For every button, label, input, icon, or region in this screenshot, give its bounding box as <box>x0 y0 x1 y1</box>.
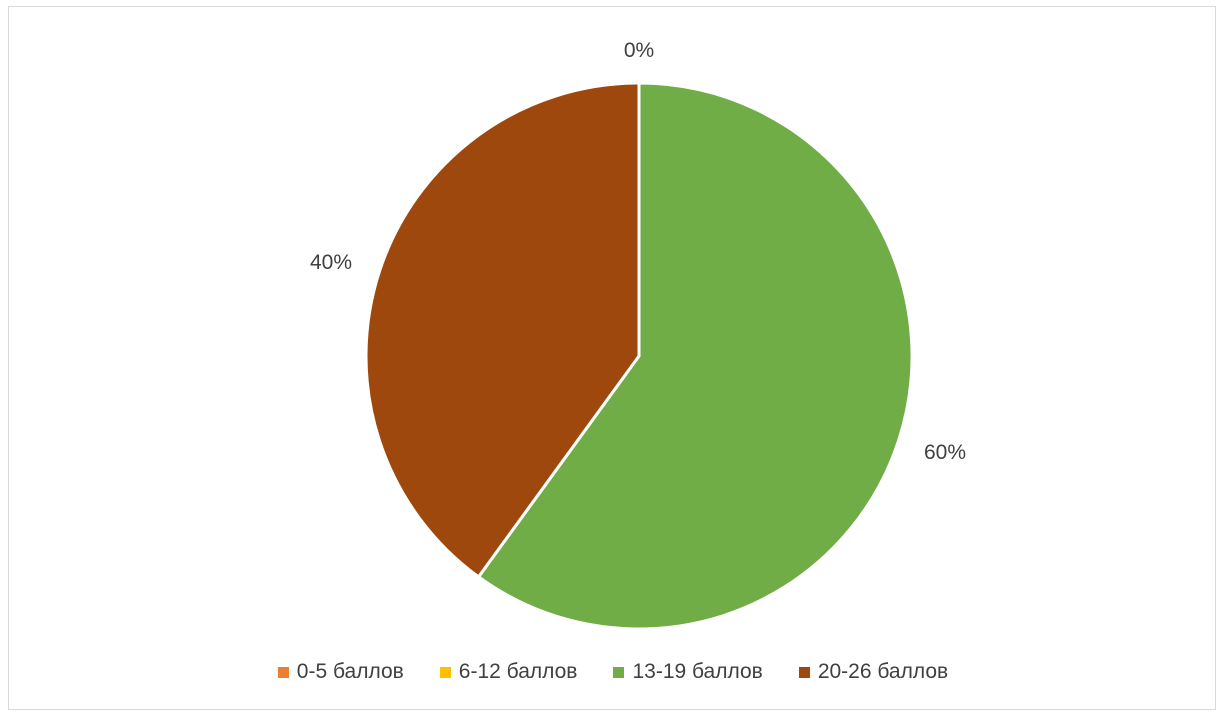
legend-item-6-12: 6-12 баллов <box>439 660 578 684</box>
legend: 0-5 баллов 6-12 баллов 13-19 баллов 20-2… <box>9 660 1217 684</box>
legend-swatch-13-19 <box>613 666 625 678</box>
data-label-20-26: 40% <box>310 251 352 274</box>
legend-label-13-19: 13-19 баллов <box>632 660 763 683</box>
pie-slice-13-19 <box>476 81 914 631</box>
legend-item-13-19: 13-19 баллов <box>613 660 763 684</box>
legend-label-20-26: 20-26 баллов <box>817 660 949 683</box>
data-label-13-19: 60% <box>924 441 966 464</box>
chart-area: 0% 60% 40% 0-5 баллов 6-12 баллов 13-19 ба… <box>8 6 1216 710</box>
pie-slice-20-26 <box>364 81 641 579</box>
pie-chart: 0% 60% 40% <box>310 39 966 631</box>
legend-swatch-6-12 <box>439 666 451 678</box>
legend-item-0-5: 0-5 баллов <box>277 660 404 684</box>
legend-label-0-5: 0-5 баллов <box>296 660 404 683</box>
legend-swatch-20-26 <box>798 666 810 678</box>
legend-label-6-12: 6-12 баллов <box>458 660 578 683</box>
legend-swatch-0-5 <box>277 666 289 678</box>
data-label-0-5: 0% <box>624 39 654 62</box>
legend-item-20-26: 20-26 баллов <box>798 660 949 684</box>
